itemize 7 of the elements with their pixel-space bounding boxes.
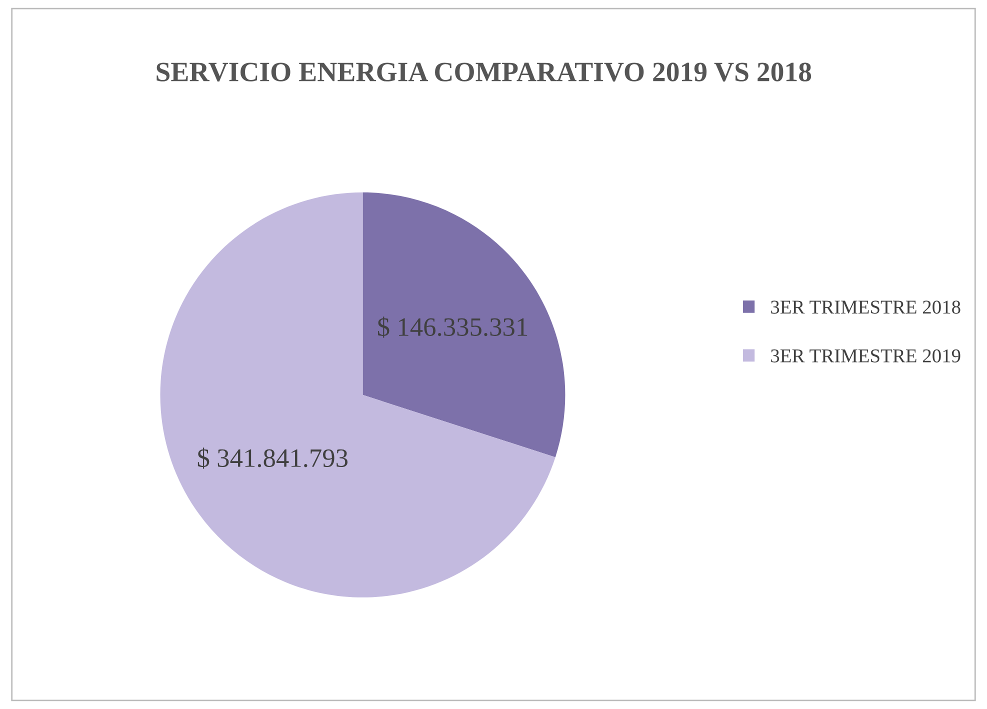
legend-label: 3ER TRIMESTRE 2018	[771, 300, 960, 314]
data-label: $ 341.841.793	[198, 448, 348, 469]
data-label: $ 146.335.331	[378, 316, 528, 338]
legend-label: 3ER TRIMESTRE 2019	[771, 349, 960, 362]
chart-title: SERVICIO ENERGIA COMPARATIVO 2019 VS 2018	[156, 62, 812, 82]
pie-slice	[362, 192, 566, 458]
pie-slice	[160, 192, 556, 598]
